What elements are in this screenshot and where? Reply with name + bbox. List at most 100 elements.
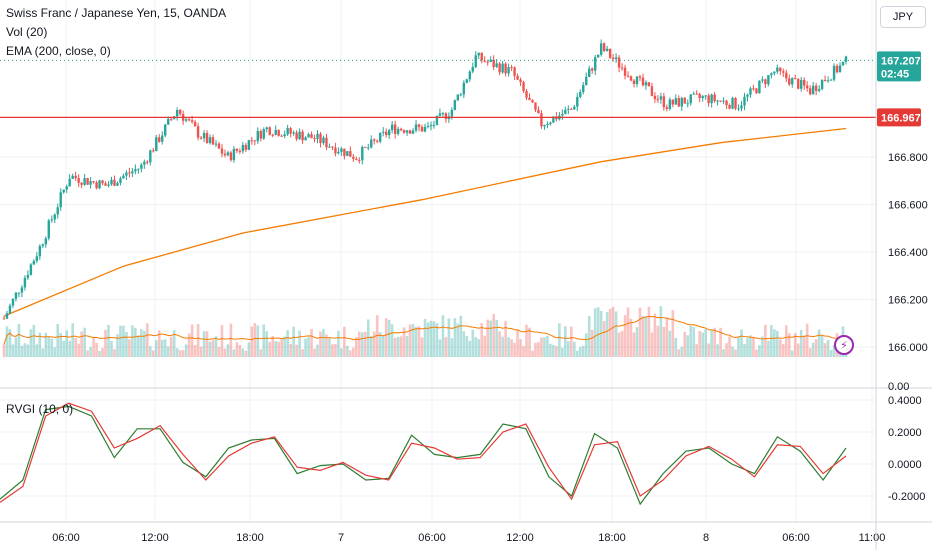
volume-bar [567,341,570,357]
volume-bar [396,336,400,357]
volume-zero-label: 0.00 [888,381,909,393]
candle-body [358,159,361,161]
volume-bar [172,330,176,357]
ema-legend[interactable]: EMA (200, close, 0) [6,44,111,58]
volume-bar [516,329,519,357]
y-tick-label: 166.800 [888,152,928,164]
volume-bar [450,338,454,357]
volume-bar [734,349,737,357]
volume-legend[interactable]: Vol (20) [6,25,48,39]
candle-body [259,130,262,139]
volume-bar [262,324,266,357]
symbol-title[interactable]: Swiss Franc / Japanese Yen, 15, OANDA [6,6,227,20]
volume-bar [781,344,785,357]
volume-bar [110,340,113,357]
volume-bar [456,323,460,357]
candle-body [588,68,591,77]
candle-body [441,113,445,115]
rvgi-legend[interactable]: RVGI (10, 0) [6,402,74,416]
volume-bar [217,347,221,357]
volume-bar [656,325,660,357]
volume-bar [561,347,564,357]
candle-body [498,63,501,73]
volume-bar [787,333,791,357]
volume-bar [29,329,33,357]
candle-body [758,80,761,94]
candle-body [817,89,821,91]
candle-body [292,132,295,134]
candle-body [800,79,803,89]
volume-bar [725,343,728,357]
candle-body [319,133,322,144]
volume-bar [587,315,591,357]
volume-bar [740,329,743,357]
volume-bar [86,350,89,357]
currency-button[interactable]: JPY [880,6,926,28]
volume-bar [134,327,137,357]
volume-bar [826,340,830,357]
volume-bar [528,327,531,357]
volume-histogram [2,306,848,357]
candle-body [214,143,218,145]
candle-body [779,67,782,72]
candle-body [552,116,555,123]
volume-bar [474,336,478,357]
candle-body [537,109,540,114]
volume-bar [160,339,164,357]
volume-bar [5,326,9,357]
lightning-bolt-icon[interactable]: ⚡ [834,335,854,355]
rvgi-tick-label: 0.2000 [888,427,922,439]
candle-body [196,126,200,138]
volume-bar [817,329,821,357]
candle-body [743,96,746,106]
volume-bar [471,329,475,357]
candle-body [674,98,678,105]
candle-body [352,156,355,159]
volume-bar [704,329,707,357]
candle-body [223,153,227,156]
candle-body [832,65,836,80]
volume-bar [369,336,373,357]
volume-bar [486,319,490,357]
countdown-text: 02:45 [881,68,909,80]
candle-body [567,108,570,110]
x-tick-label: 11:00 [859,532,886,544]
candle-body [271,134,274,136]
volume-bar [128,339,131,357]
volume-bar [662,326,666,357]
candle-body [429,125,433,127]
volume-bar [570,326,573,357]
volume-bar [346,345,349,357]
candle-body [29,264,33,275]
candle-body [310,134,313,139]
volume-bar [761,336,764,357]
candle-body [677,98,680,107]
volume-bar [41,348,45,357]
volume-bar [665,317,669,357]
candle-body [611,57,615,60]
candle-body [387,130,391,136]
candle-body [232,148,236,161]
candle-body [53,214,56,220]
candle-body [20,287,24,293]
candle-body [298,131,301,140]
candle-body [253,140,257,142]
candle-body [170,119,173,121]
volume-bar [701,332,704,357]
candle-body [722,100,725,102]
candle-body [316,133,319,139]
candle-body [480,52,483,61]
volume-bar [564,326,567,357]
volume-bar [462,331,466,357]
volume-bar [140,329,143,357]
volume-bar [56,323,60,357]
candle-body [83,178,86,185]
volume-bar [531,350,534,357]
volume-bar [770,325,773,357]
candle-body [411,130,415,134]
volume-bar [543,337,546,357]
candle-body [561,114,564,116]
volume-bar [35,344,39,357]
